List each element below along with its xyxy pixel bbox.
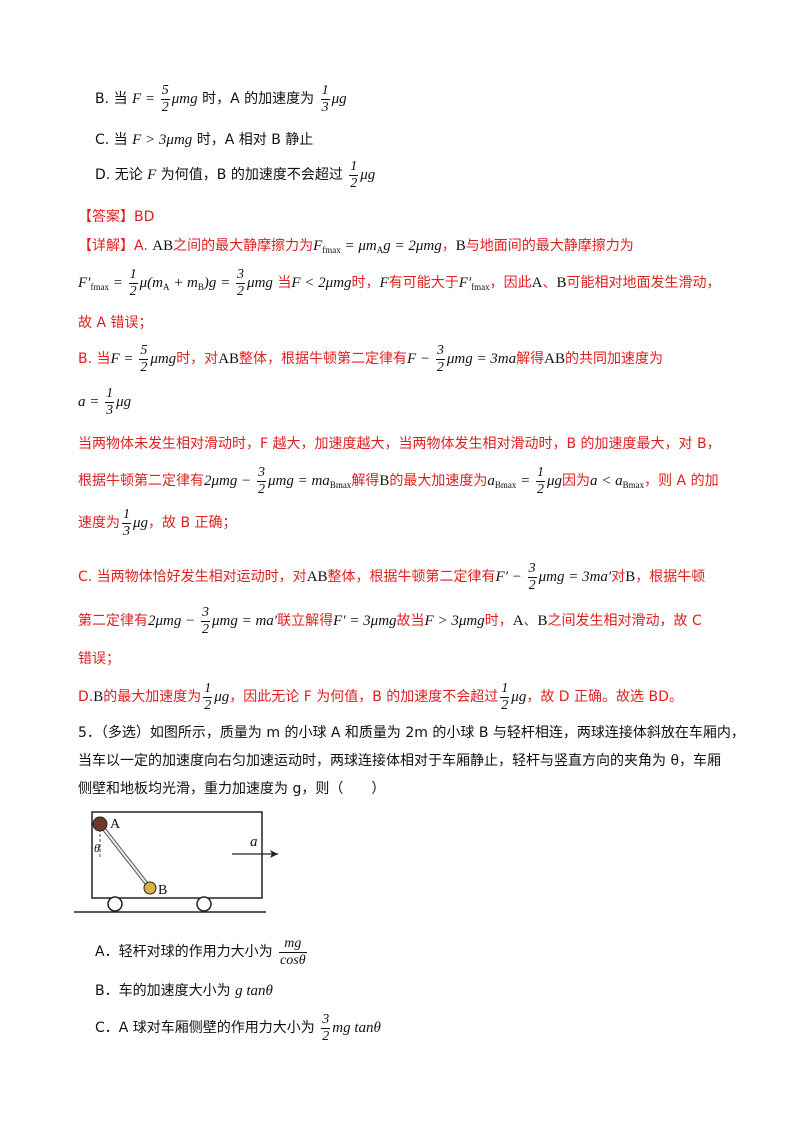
explanation-line-3: 故 A 错误； <box>78 315 153 331</box>
option-c-q4: C. 当 F > 3μmg 时，A 相对 B 静止 <box>95 129 313 149</box>
option-d-prefix: D. 无论 <box>95 166 143 183</box>
explanation-line-10: 第二定律有2μmg − 3 2 μmg = ma′联立解得F′ = 3μmg故当F … <box>78 605 702 637</box>
option-b-condition: F = 5 2 μmg <box>131 83 198 115</box>
question5-line-3: 侧壁和地板均光滑，重力加速度为 g，则（ ） <box>78 781 386 797</box>
explanation-heading: 【详解】A. <box>78 238 148 254</box>
option-d-var: F <box>147 166 157 183</box>
option-d-value: 1 2 μg <box>349 159 376 191</box>
option-d-text: 为何值，B 的加速度不会超过 <box>160 166 343 183</box>
answer-line: 【答案】BD <box>78 209 155 225</box>
q5-option-b: B．车的加速度大小为 g tanθ <box>95 983 273 999</box>
option-b-text: 时，A 的加速度为 <box>202 90 315 107</box>
explanation-line-5: a = 1 3 μg <box>78 386 132 418</box>
question5-line-2: 当车以一定的加速度向右匀加速运动时，两球连接体相对于车厢静止，轻杆与竖直方向的夹… <box>78 753 722 769</box>
wheel-right <box>196 896 212 912</box>
q5-option-b-value: g tanθ <box>235 983 273 999</box>
wheel-left <box>107 896 123 912</box>
explanation-line-6: 当两物体未发生相对滑动时，F 越大，加速度越大，当两物体发生相对滑动时，B 的加… <box>78 436 721 452</box>
ball-b <box>143 881 157 895</box>
option-c-condition: F > 3μmg <box>132 132 193 148</box>
label-theta: θ <box>94 841 100 855</box>
question5-figure: A B θ <box>74 811 266 913</box>
explanation-line-7: 根据牛顿第二定律有2μmg − 3 2 μmg = maBmax解得B的最大加速度为… <box>78 465 719 497</box>
q5-option-a: A．轻杆对球的作用力大小为 mg cosθ <box>95 936 307 968</box>
explanation-line-2: F′fmax = 1 2 μ(mA + mB)g = 3 2 μmg 当F < 2μmg… <box>78 267 721 299</box>
explanation-line-8: 速度为 1 3 μg，故 B 正确； <box>78 507 237 539</box>
label-acceleration: a <box>250 834 258 850</box>
q5-option-c: C．A 球对车厢侧壁的作用力大小为 3 2 mg tanθ <box>95 1012 381 1044</box>
option-d-q4: D. 无论 F 为何值，B 的加速度不会超过 1 2 μg <box>95 160 375 191</box>
explanation-line-11: 错误； <box>78 651 120 667</box>
option-c-text: 时，A 相对 B 静止 <box>196 132 314 148</box>
explanation-line-4: B. 当F = 5 2 μmg时，对AB整体，根据牛顿第二定律有F − 3 2 μmg … <box>78 343 663 375</box>
acceleration-arrow: a <box>232 834 278 858</box>
label-a: A <box>110 817 121 832</box>
option-b-q4: B. 当 F = 5 2 μmg 时，A 的加速度为 1 3 μg <box>95 84 347 115</box>
option-b-value: 1 3 μg <box>320 83 347 115</box>
option-b-prefix: B. 当 <box>95 90 128 107</box>
question5-line-1: 5．（多选）如图所示，质量为 m 的小球 A 和质量为 2m 的小球 B 与轻杆… <box>78 725 745 741</box>
label-b: B <box>158 883 167 898</box>
ball-a <box>92 816 108 832</box>
option-c-prefix: C. 当 <box>95 132 128 148</box>
explanation-line-1: 【详解】A. AB之间的最大静摩擦力为Ffmax = μmAg = 2μmg，B… <box>78 238 634 255</box>
explanation-line-12: D.B的最大加速度为 1 2 μg，因此无论 F 为何值，B 的加速度不会超过 1 2 μg… <box>78 681 683 713</box>
carriage-box <box>91 811 263 899</box>
